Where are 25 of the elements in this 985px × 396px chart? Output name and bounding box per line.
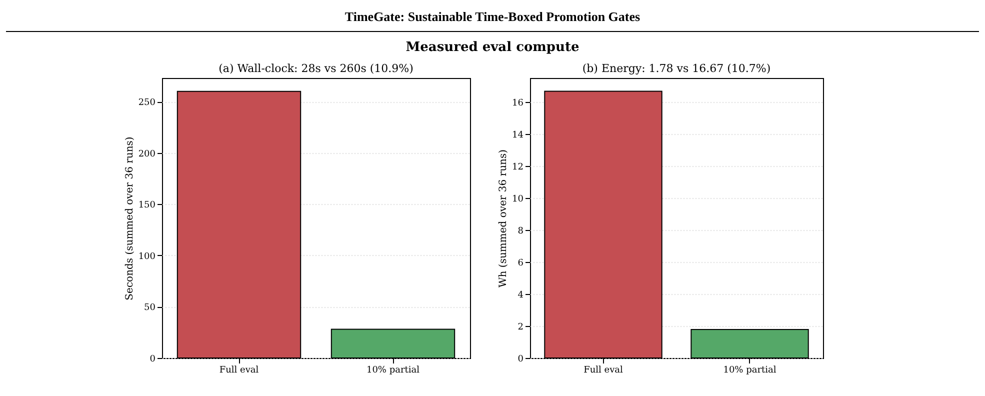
- text: TimeGate: Sustainable Time-Boxed Promotion Gates: [344, 8, 642, 26]
- y-tick-label: 0: [518, 354, 524, 364]
- y-tick-label: 100: [138, 252, 156, 262]
- x-tick-label: 10% partial: [723, 366, 776, 376]
- y-tick-label: 0: [150, 354, 156, 364]
- text: Measured eval compute: [404, 40, 580, 55]
- x-tick-label: Full eval: [219, 366, 259, 376]
- y-tick-label: 14: [512, 130, 524, 140]
- y-tick-label: 4: [518, 290, 524, 300]
- y-tick-label: 12: [512, 162, 524, 172]
- chart-title: (b) Energy: 1.78 vs 16.67 (10.7%): [582, 62, 771, 75]
- y-tick-label: 16: [512, 98, 524, 108]
- y-tick-label: 2: [518, 322, 524, 332]
- y-tick-label: 8: [518, 226, 524, 236]
- y-tick-label: 250: [138, 98, 156, 108]
- x-tick-label: 10% partial: [366, 366, 420, 376]
- y-tick-label: 6: [518, 258, 524, 268]
- chart-title: (a) Wall-clock: 28s vs 260s (10.9%): [218, 62, 414, 75]
- y-axis-title: Wh (summed over 36 runs): [498, 149, 510, 288]
- y-tick-label: 200: [138, 149, 156, 160]
- y-tick-label: 150: [138, 200, 156, 211]
- y-axis-title: Seconds (summed over 36 runs): [124, 136, 136, 300]
- y-tick-label: 10: [512, 194, 524, 204]
- y-tick-label: 50: [144, 303, 156, 314]
- x-tick-label: Full eval: [584, 366, 624, 376]
